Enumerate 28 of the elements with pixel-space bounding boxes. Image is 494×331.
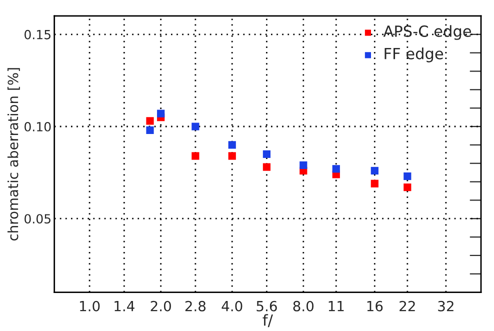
x-tick-label: 16 [367,300,383,312]
y-axis-title: chromatic aberration [%] [8,68,20,241]
y-tick-label: 0.10 [24,122,51,132]
x-tick-label: 11 [328,301,344,312]
point [404,183,412,192]
x-tick-label: 2.0 [150,300,171,312]
point [262,163,271,171]
point [192,152,200,160]
x-tick-label: 8.0 [293,300,314,312]
point [157,110,165,118]
point [228,152,236,160]
point [262,150,271,158]
point [404,172,412,180]
y-tick-label: 0.05 [24,214,50,224]
legend-label: APS-C edge [383,25,472,40]
x-axis-title: f/ [262,314,273,328]
x-tick-label: 4.0 [222,300,242,312]
x-tick-label: 2.8 [185,300,206,312]
y-tick-label: 0.15 [24,30,50,40]
legend-label: FF edge [384,48,444,62]
point [192,122,200,130]
x-tick-label: 22 [400,300,415,312]
x-tick-label: 1.4 [114,301,134,312]
point [228,141,236,149]
x-tick-label: 32 [438,300,454,312]
point [332,165,340,173]
x-tick-label: 5.6 [256,300,277,312]
x-tick-label: 1.0 [80,300,100,312]
